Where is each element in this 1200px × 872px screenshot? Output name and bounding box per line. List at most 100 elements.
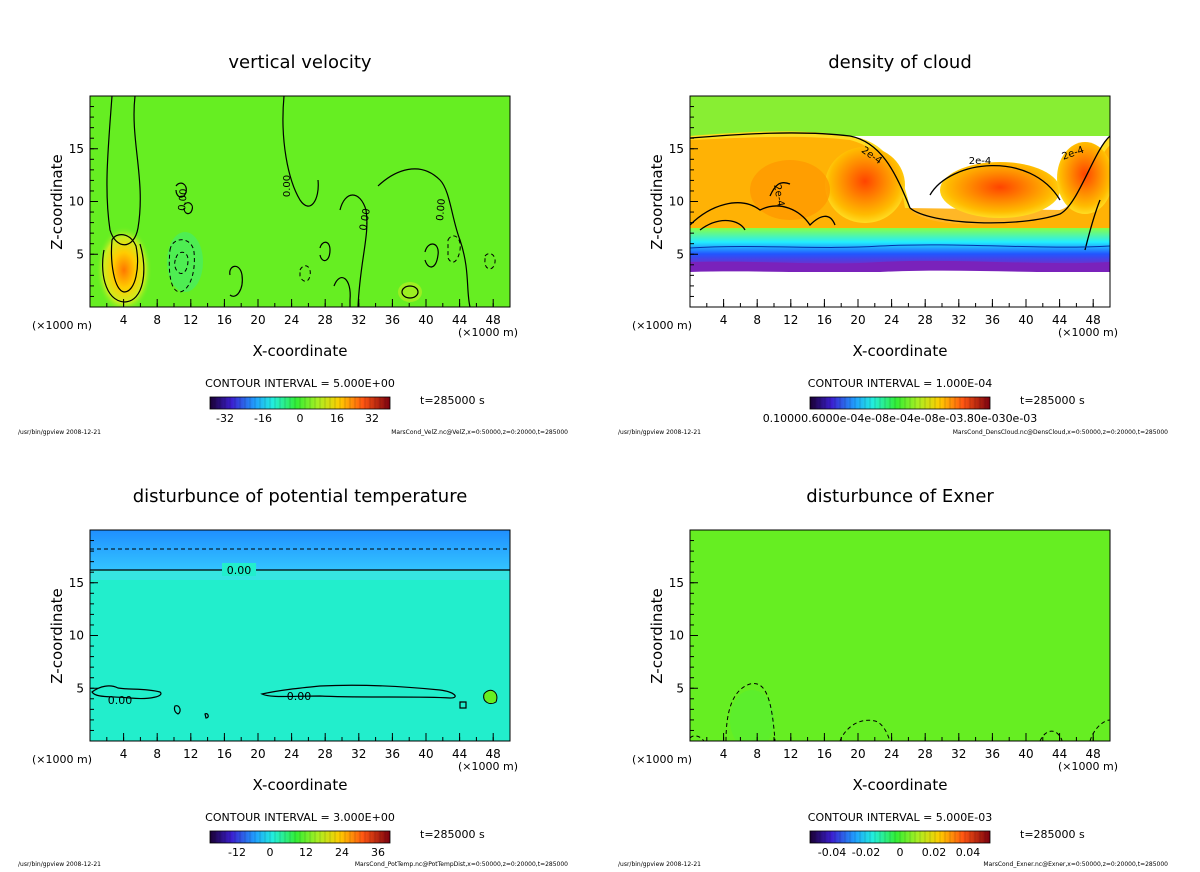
- x-tick-label: 16: [217, 747, 232, 761]
- footer-left: /usr/bin/gpview 2008-12-21: [18, 429, 101, 436]
- panel-density-of-cloud: density of cloud: [618, 52, 1168, 436]
- contour-label: 0.00: [435, 198, 448, 221]
- x-tick-label: 48: [1086, 313, 1101, 327]
- contour-interval: CONTOUR INTERVAL = 1.000E-04: [808, 377, 992, 390]
- footer-right: MarsCond_VelZ.nc@VelZ,x=0:50000,z=0:2000…: [391, 429, 568, 436]
- contour-label: 0.00: [108, 694, 133, 707]
- x-tick-label: 36: [385, 747, 400, 761]
- colorbar-tick: -0.02: [852, 846, 880, 859]
- x-tick-label: 28: [318, 747, 333, 761]
- y-tick-label: 5: [676, 681, 684, 695]
- colorbar-tick: -32: [216, 412, 234, 425]
- x-tick-label: 20: [250, 313, 265, 327]
- x-tick-label: 44: [452, 747, 467, 761]
- colorbar-tick: 0: [897, 846, 904, 859]
- colorbar-tick: -0.04: [818, 846, 846, 859]
- x-tick-label: 8: [153, 313, 161, 327]
- y-axis-label: Z-coordinate: [48, 154, 66, 249]
- x-tick-label: 24: [884, 313, 899, 327]
- panel-potential-temperature: disturbunce of potential temperature 0.0…: [18, 486, 568, 868]
- contour-label: 2e-4: [771, 184, 786, 208]
- footer-right: MarsCond_Exner.nc@Exner,x=0:50000,z=0:20…: [983, 861, 1168, 868]
- time-label: t=285000 s: [420, 828, 485, 841]
- x-tick-label: 44: [1052, 313, 1067, 327]
- time-label: t=285000 s: [420, 394, 485, 407]
- x-tick-label: 44: [452, 313, 467, 327]
- x-tick-label: 36: [985, 313, 1000, 327]
- colorbar-tick: 12: [299, 846, 313, 859]
- colorbar-tick: 0.04: [956, 846, 981, 859]
- contour-label: 0.00: [358, 208, 373, 232]
- x-tick-label: 48: [486, 313, 501, 327]
- y-axis-label: Z-coordinate: [648, 154, 666, 249]
- plot-field: [90, 96, 510, 307]
- x-tick-label: 24: [884, 747, 899, 761]
- x-axis-label: X-coordinate: [853, 776, 948, 794]
- time-label: t=285000 s: [1020, 394, 1085, 407]
- contour-interval: CONTOUR INTERVAL = 5.000E-03: [808, 811, 992, 824]
- y-tick-label: 10: [69, 195, 84, 209]
- y-tick-label: 15: [669, 142, 684, 156]
- x-tick-label: 28: [918, 313, 933, 327]
- x-tick-label: 44: [1052, 747, 1067, 761]
- y-axis-label: Z-coordinate: [48, 588, 66, 683]
- x-tick-label: 28: [318, 313, 333, 327]
- plot-field: [690, 96, 1110, 307]
- footer-left: /usr/bin/gpview 2008-12-21: [618, 429, 701, 436]
- x-tick-label: 16: [217, 313, 232, 327]
- plot-field: [90, 530, 510, 741]
- colorbar-tick: 0.02: [922, 846, 947, 859]
- colorbar-tick: 16: [330, 412, 344, 425]
- panel-title: disturbunce of Exner: [806, 486, 994, 507]
- colorbar-tick: 24: [335, 846, 349, 859]
- x-tick-label: 12: [783, 747, 798, 761]
- x-tick-label: 48: [1086, 747, 1101, 761]
- x-tick-label: 12: [183, 747, 198, 761]
- y-tick-label: 10: [669, 629, 684, 643]
- x-tick-label: 16: [817, 747, 832, 761]
- colorbar-tick: 0: [267, 846, 274, 859]
- y-tick-label: 15: [669, 576, 684, 590]
- x-tick-label: 8: [153, 747, 161, 761]
- contour-label: 0.00: [177, 188, 190, 211]
- x-tick-label: 32: [351, 313, 366, 327]
- x-tick-label: 4: [720, 747, 728, 761]
- panel-title: density of cloud: [828, 52, 972, 73]
- panel-exner: disturbunce of Exner 4 8 12 16 20 24 28 32 36 40 4…: [618, 486, 1168, 868]
- x-tick-label: 20: [850, 747, 865, 761]
- x-tick-label: 40: [1018, 313, 1033, 327]
- x-tick-label: 32: [951, 313, 966, 327]
- contour-interval: CONTOUR INTERVAL = 5.000E+00: [205, 377, 395, 390]
- x-tick-label: 24: [284, 747, 299, 761]
- y-tick-label: 5: [76, 681, 84, 695]
- x-tick-label: 32: [951, 747, 966, 761]
- x-tick-label: 40: [1018, 747, 1033, 761]
- x-tick-label: 20: [850, 313, 865, 327]
- contour-label: 0.00: [282, 175, 293, 197]
- panel-vertical-velocity: vertical velocity: [18, 52, 568, 436]
- y-axis-label: Z-coordinate: [648, 588, 666, 683]
- x-tick-label: 4: [720, 313, 728, 327]
- panel-title: vertical velocity: [228, 52, 372, 73]
- colorbar-tick: 32: [365, 412, 379, 425]
- x-tick-label: 36: [385, 313, 400, 327]
- y-tick-label: 10: [69, 629, 84, 643]
- x-tick-label: 8: [753, 747, 761, 761]
- x-tick-label: 12: [783, 313, 798, 327]
- contour-label: 0.00: [227, 564, 252, 577]
- x-tick-label: 8: [753, 313, 761, 327]
- x-tick-label: 4: [120, 313, 128, 327]
- x-axis-label: X-coordinate: [253, 776, 348, 794]
- x-unit-right: (×1000 m): [458, 326, 518, 339]
- x-tick-label: 24: [284, 313, 299, 327]
- contour-interval: CONTOUR INTERVAL = 3.000E+00: [205, 811, 395, 824]
- x-axis-label: X-coordinate: [253, 342, 348, 360]
- colorbar-tick-text: 0.10000.6000e-04e-08e-04e-08e-03.80e-030…: [763, 412, 1038, 425]
- footer-right: MarsCond_PotTemp.nc@PotTempDist,x=0:5000…: [355, 861, 568, 868]
- x-tick-label: 48: [486, 747, 501, 761]
- x-tick-label: 12: [183, 313, 198, 327]
- footer-right: MarsCond_DensCloud.nc@DensCloud,x=0:5000…: [953, 429, 1168, 436]
- x-axis-label: X-coordinate: [853, 342, 948, 360]
- colorbar-tick: -12: [228, 846, 246, 859]
